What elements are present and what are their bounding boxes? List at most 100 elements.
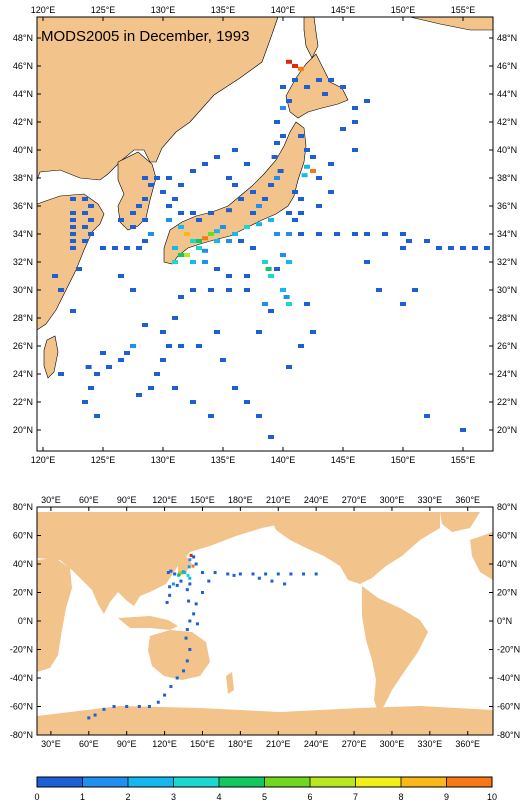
land-north-america xyxy=(268,512,440,584)
lat-tick-label: 20°N xyxy=(13,425,33,435)
colorbar-segment xyxy=(37,777,83,787)
observation-cell xyxy=(82,225,88,229)
observation-cell xyxy=(130,225,136,229)
observation-cell xyxy=(250,190,256,194)
observation-cell xyxy=(154,372,160,376)
observation-cell xyxy=(298,197,304,201)
observation-cell xyxy=(232,232,238,236)
observation-cell xyxy=(286,260,292,264)
observation-cell xyxy=(82,197,88,201)
observation-cell xyxy=(232,573,236,577)
observation-cell xyxy=(244,400,250,404)
observation-cell xyxy=(262,260,268,264)
lon-tick-label: 360°E xyxy=(455,495,480,505)
observation-cell xyxy=(88,218,94,222)
observation-cell xyxy=(280,85,286,89)
lon-tick-label: 140°E xyxy=(271,455,296,465)
observation-cell xyxy=(274,141,280,145)
observation-cell xyxy=(70,309,76,313)
lon-tick-label: 240°E xyxy=(304,739,329,749)
observation-cell xyxy=(376,288,382,292)
observation-cell xyxy=(100,351,106,355)
observation-cell xyxy=(148,232,154,236)
observation-cell xyxy=(286,99,292,103)
map-title: MODS2005 in December, 1993 xyxy=(41,28,249,45)
observation-cell xyxy=(168,593,172,597)
observation-cell xyxy=(58,288,64,292)
observation-cell xyxy=(286,365,292,369)
observation-cell xyxy=(256,330,262,334)
observation-cell xyxy=(220,358,226,362)
observation-cell xyxy=(70,218,76,222)
observation-cell xyxy=(106,365,112,369)
observation-cell xyxy=(244,274,250,278)
observation-cell xyxy=(238,239,244,243)
observation-cell xyxy=(118,218,124,222)
observation-cell xyxy=(316,204,322,208)
observation-cell xyxy=(188,558,192,562)
observation-cell xyxy=(301,173,308,178)
observation-cell xyxy=(484,246,490,250)
lat-tick-label: 42°N xyxy=(13,117,33,127)
lat-tick-label: -40°N xyxy=(10,673,33,683)
observation-cell xyxy=(154,176,160,180)
regional-map: MODS2005 in December, 1993 120°E 120°E 125… xyxy=(13,5,517,465)
observation-cell xyxy=(448,246,454,250)
observation-cell xyxy=(124,246,130,250)
observation-cell xyxy=(88,386,94,390)
observation-cell xyxy=(172,197,178,201)
observation-cell xyxy=(184,232,190,236)
colorbar-segment xyxy=(401,777,447,787)
observation-cell xyxy=(460,428,466,432)
lat-tick-label: 24°N xyxy=(497,369,517,379)
land-europe-right xyxy=(470,532,493,580)
colorbar-segment xyxy=(173,777,219,787)
observation-cell xyxy=(298,66,304,71)
observation-cell xyxy=(268,435,274,439)
observation-cell xyxy=(280,106,286,110)
observation-cell xyxy=(82,400,88,404)
lat-tick-label: 20°N xyxy=(497,425,517,435)
observation-cell xyxy=(169,569,173,573)
observation-cell xyxy=(328,78,334,82)
observation-cell xyxy=(173,572,177,576)
observation-cell xyxy=(202,248,208,253)
observation-cell xyxy=(166,344,172,348)
observation-cell xyxy=(202,162,208,166)
observation-cell xyxy=(58,372,64,376)
observation-cell xyxy=(196,344,202,348)
lat-tick-label: -20°N xyxy=(497,645,520,655)
lon-tick-label: 150°E xyxy=(391,5,416,15)
observation-cell xyxy=(93,713,97,717)
observation-cell xyxy=(472,246,478,250)
observation-cell xyxy=(172,386,178,390)
observation-cell xyxy=(194,562,198,566)
lon-tick-label: 140°E xyxy=(271,5,296,15)
observation-cell xyxy=(250,246,256,250)
observation-cell xyxy=(304,302,310,306)
observation-cell xyxy=(168,585,172,589)
lat-tick-label: 80°N xyxy=(497,502,517,512)
observation-cell xyxy=(142,218,148,222)
observation-cell xyxy=(130,211,136,215)
observation-cell xyxy=(196,239,202,243)
lat-tick-label: -60°N xyxy=(10,702,33,712)
colorbar-label: 3 xyxy=(171,792,176,802)
lat-tick-label: 40°N xyxy=(13,145,33,155)
lon-tick-label: 120°E xyxy=(31,455,56,465)
lat-tick-label: 40°N xyxy=(497,559,517,569)
observation-cell xyxy=(166,204,172,208)
observation-cell xyxy=(94,414,100,418)
observation-cell xyxy=(232,148,238,152)
lat-tick-label: 34°N xyxy=(13,229,33,239)
colorbar-label: 7 xyxy=(353,792,358,802)
lat-tick-label: -80°N xyxy=(10,730,33,740)
observation-cell xyxy=(178,225,184,229)
observation-cell xyxy=(286,302,292,306)
lon-tick-label: 270°E xyxy=(342,739,367,749)
observation-cell xyxy=(118,274,124,278)
observation-cell xyxy=(316,232,322,236)
lon-tick-label: 180°E xyxy=(228,739,253,749)
observation-cell xyxy=(136,204,142,208)
